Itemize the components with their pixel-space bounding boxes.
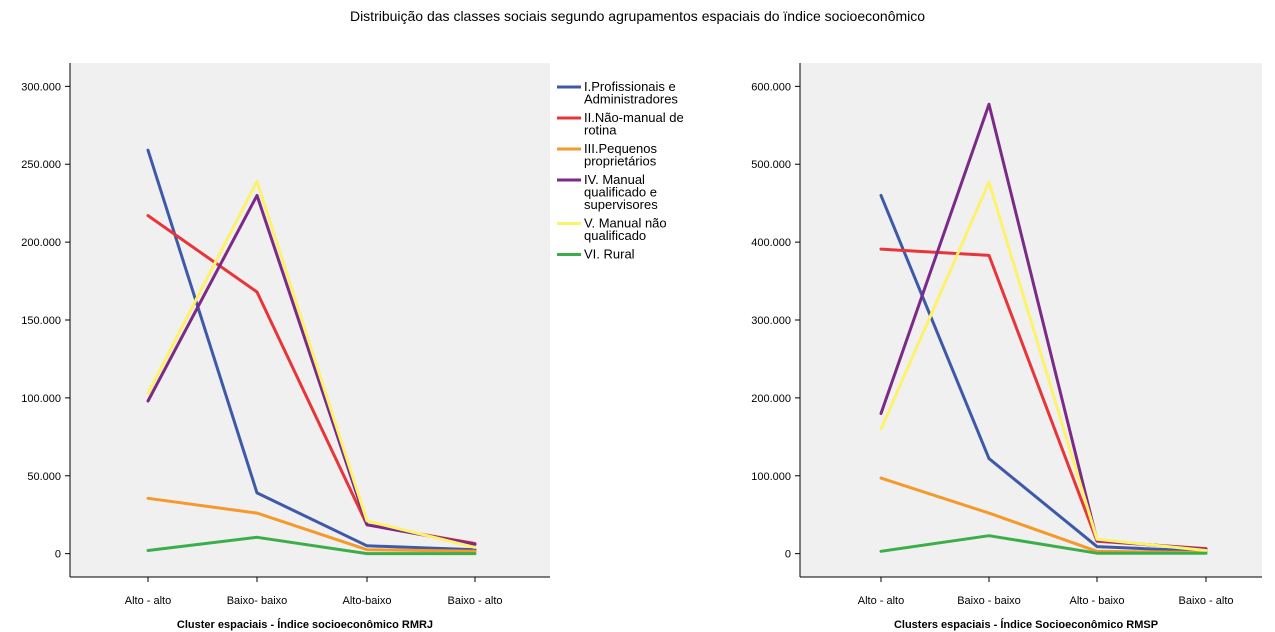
x-tick-label: Alto - alto xyxy=(125,595,171,607)
y-tick-label: 0 xyxy=(785,549,791,561)
y-tick-label: 500.000 xyxy=(751,159,791,171)
legend-label-5: V. Manual não xyxy=(584,216,667,231)
legend-label-3: III.Pequenos xyxy=(584,141,657,156)
legend-label-4: supervisores xyxy=(584,197,658,212)
y-tick-label: 50.000 xyxy=(27,471,61,483)
series-line-3-panel-1 xyxy=(146,496,477,553)
y-tick-label: 200.000 xyxy=(751,393,791,405)
legend-label-3: proprietários xyxy=(584,154,657,169)
x-tick-label: Alto - baixo xyxy=(1069,595,1124,607)
x-tick-label: Alto - alto xyxy=(858,595,904,607)
series-line-6-panel-2 xyxy=(879,534,1208,555)
legend-label-4: qualificado e xyxy=(584,185,657,200)
legend-label-1: Administradores xyxy=(584,92,678,107)
legend-label-2: rotina xyxy=(584,123,617,138)
x-axis-title: Cluster espaciais - Índice socioeconômic… xyxy=(177,618,433,631)
x-tick-label: Baixo- baixo xyxy=(227,595,288,607)
y-tick-label: 100.000 xyxy=(21,393,61,405)
y-tick-label: 200.000 xyxy=(21,237,61,249)
legend-label-2: II.Não-manual de xyxy=(584,110,684,125)
y-tick-label: 300.000 xyxy=(751,315,791,327)
series-line-5-panel-2 xyxy=(879,180,1208,552)
series-line-1-panel-2 xyxy=(879,193,1208,553)
x-tick-label: Alto-baixo xyxy=(343,595,392,607)
x-axis-title: Clusters espaciais - Índice Socioeconômi… xyxy=(894,618,1158,631)
y-tick-label: 600.000 xyxy=(751,81,791,93)
series-line-1-panel-1 xyxy=(146,148,477,552)
legend-label-6: VI. Rural xyxy=(584,247,635,262)
x-tick-label: Baixo - alto xyxy=(1178,595,1233,607)
series-line-6-panel-1 xyxy=(146,535,477,556)
y-tick-label: 100.000 xyxy=(751,471,791,483)
y-tick-label: 0 xyxy=(55,549,61,561)
x-tick-label: Baixo - baixo xyxy=(957,595,1021,607)
legend-label-1: I.Profissionais e xyxy=(584,79,676,94)
legend-label-5: qualificado xyxy=(584,228,646,243)
y-tick-label: 150.000 xyxy=(21,315,61,327)
legend-label-4: IV. Manual xyxy=(584,172,645,187)
y-tick-label: 300.000 xyxy=(21,81,61,93)
y-tick-label: 400.000 xyxy=(751,237,791,249)
chart-title: Distribuição das classes sociais segundo… xyxy=(349,8,926,24)
x-tick-label: Baixo - alto xyxy=(447,595,502,607)
plot-area-1 xyxy=(70,63,550,577)
y-tick-label: 250.000 xyxy=(21,159,61,171)
series-line-5-panel-1 xyxy=(146,179,477,549)
